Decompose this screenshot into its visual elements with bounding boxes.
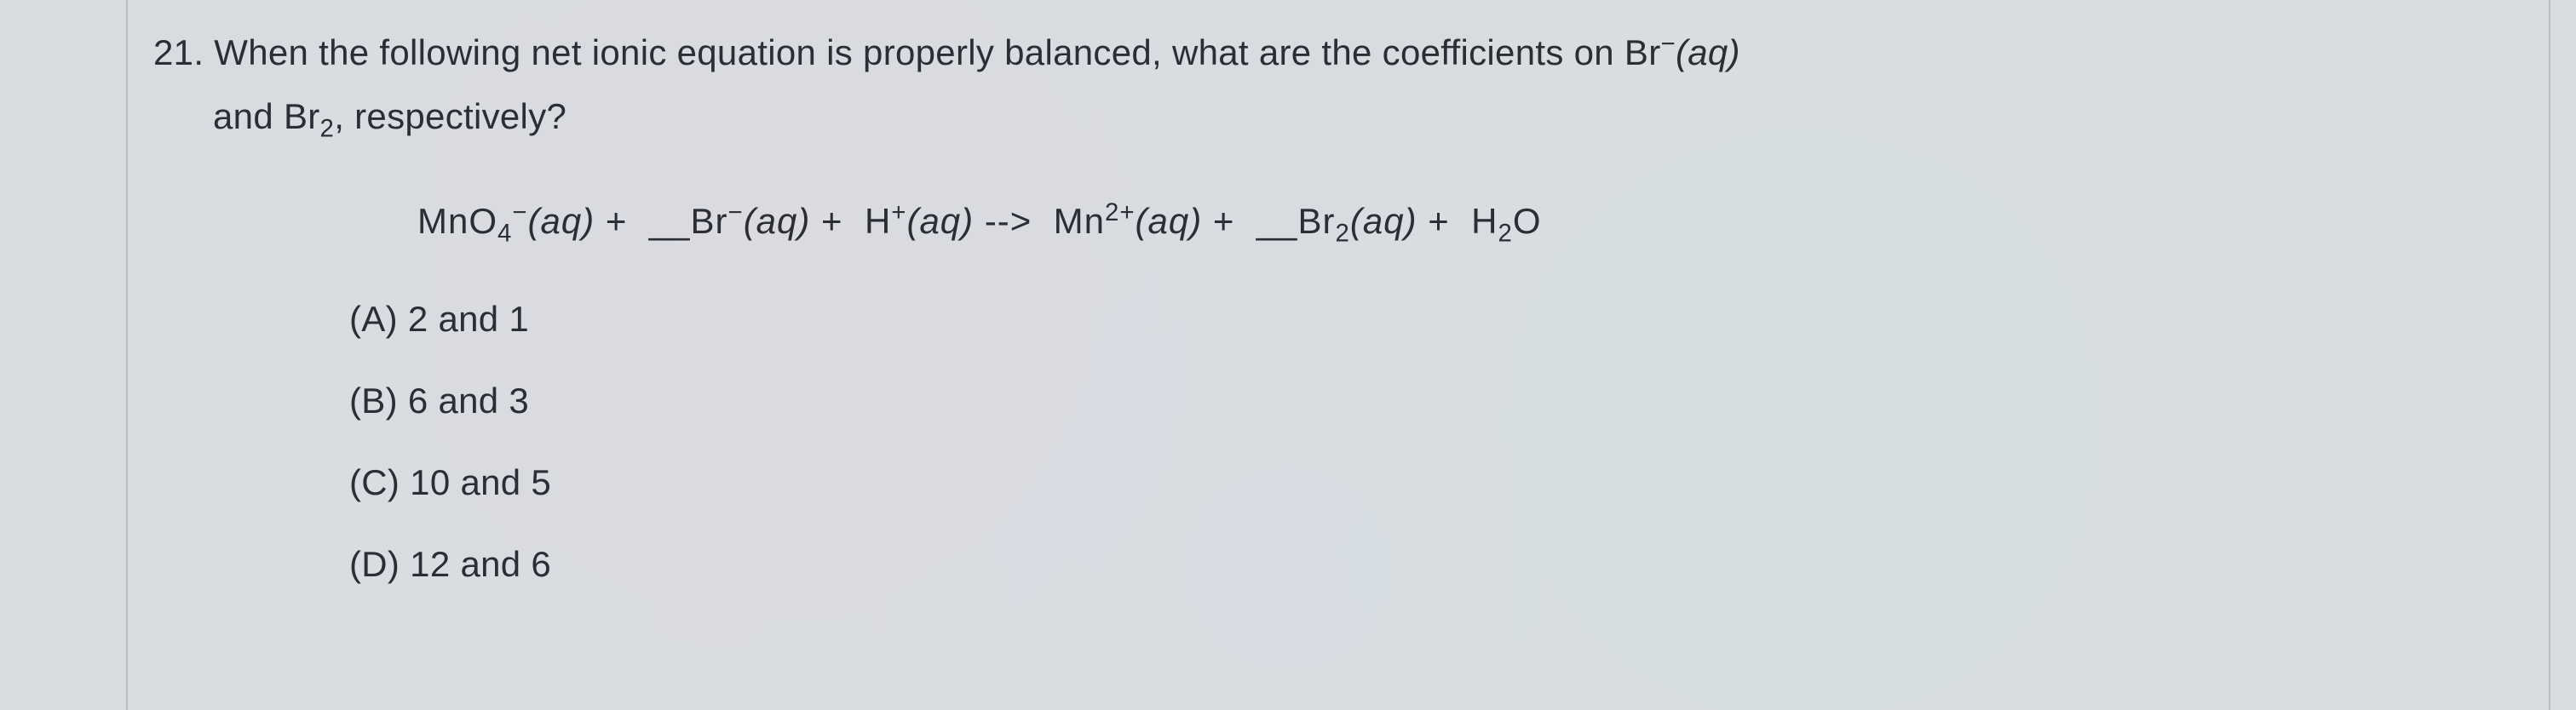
br2-state: (aq)	[1350, 201, 1417, 241]
blank-2: __	[1256, 201, 1298, 241]
h-sup: +	[891, 198, 906, 226]
br-charge: −	[1660, 30, 1675, 58]
plus-2: +	[810, 201, 854, 241]
br2-sub: 2	[320, 115, 335, 143]
plus-3: +	[1202, 201, 1245, 241]
br-sup: −	[728, 198, 744, 226]
question-text-part2: and Br	[213, 96, 320, 136]
question-prompt-line2: and Br2, respectively?	[213, 88, 2453, 148]
species-br2: Br	[1298, 201, 1336, 241]
species-h2o-o: O	[1513, 201, 1542, 241]
question-prompt-line1: 21. When the following net ionic equatio…	[153, 24, 2453, 81]
question-text-part1: When the following net ionic equation is…	[214, 32, 1660, 72]
mno4-sub: 4	[497, 219, 512, 247]
br2-sub-eq: 2	[1336, 219, 1350, 247]
species-mn: Mn	[1054, 201, 1105, 241]
species-mno4: MnO	[417, 201, 497, 241]
plus-4: +	[1417, 201, 1461, 241]
mno4-sup: −	[512, 198, 527, 226]
mn-state: (aq)	[1136, 201, 1203, 241]
question-text-part3: , respectively?	[334, 96, 566, 136]
question-number: 21.	[153, 32, 204, 72]
page-border-right	[2549, 0, 2550, 710]
species-h: H	[865, 201, 891, 241]
option-b[interactable]: (B) 6 and 3	[349, 381, 2453, 421]
chemical-equation: MnO4−(aq) + __Br−(aq) + H+(aq) --> Mn2+(…	[417, 198, 2453, 248]
mn-sup: 2+	[1105, 198, 1136, 226]
blank-1: __	[649, 201, 691, 241]
arrow: -->	[974, 201, 1043, 241]
br-state: (aq)	[1676, 32, 1740, 72]
species-h2o-h: H	[1471, 201, 1498, 241]
mno4-state: (aq)	[528, 201, 595, 241]
question-content: 21. When the following net ionic equatio…	[153, 24, 2453, 626]
species-br: Br	[691, 201, 728, 241]
h-state: (aq)	[906, 201, 974, 241]
page-border-left	[126, 0, 128, 710]
h2o-sub: 2	[1498, 219, 1512, 247]
option-c[interactable]: (C) 10 and 5	[349, 462, 2453, 503]
answer-options: (A) 2 and 1 (B) 6 and 3 (C) 10 and 5 (D)…	[349, 299, 2453, 585]
br-state-eq: (aq)	[744, 201, 811, 241]
option-d[interactable]: (D) 12 and 6	[349, 544, 2453, 585]
plus-1: +	[595, 201, 638, 241]
option-a[interactable]: (A) 2 and 1	[349, 299, 2453, 340]
